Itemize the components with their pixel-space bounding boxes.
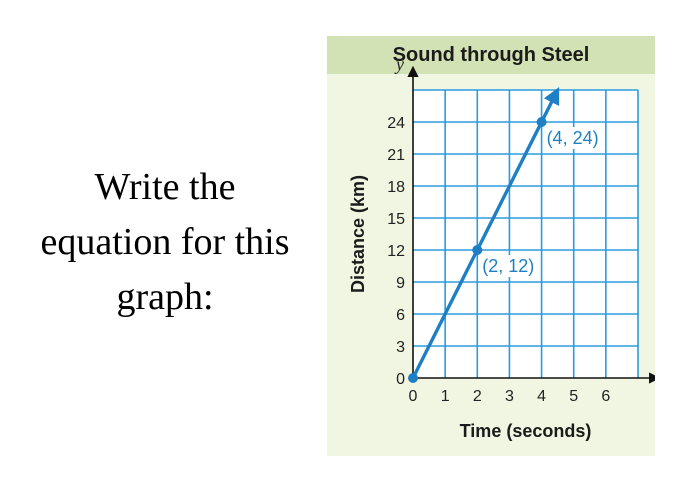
x-tick-label: 2 (473, 388, 482, 405)
x-tick-label: 6 (601, 388, 610, 405)
y-axis-variable: y (394, 54, 404, 74)
data-point-label-background (480, 255, 537, 277)
chart-title: Sound through Steel (392, 44, 590, 66)
y-axis-title: Distance (km) (348, 175, 368, 293)
question-line-2: equation for this (40, 221, 290, 263)
data-point (472, 245, 483, 255)
x-tick-label: 3 (505, 388, 514, 405)
data-point (408, 373, 418, 383)
y-tick-label: 9 (396, 275, 405, 292)
x-tick-label: 1 (441, 388, 450, 405)
y-tick-label: 12 (387, 243, 405, 260)
y-tick-label: 21 (387, 147, 405, 164)
chart-title-bar (327, 36, 655, 74)
x-axis-title: Time (seconds) (460, 421, 592, 441)
question-text: Write the equation for this graph: (0, 160, 330, 325)
x-tick-label: 5 (569, 388, 578, 405)
question-line-3: graph: (116, 276, 214, 318)
y-tick-label: 3 (396, 339, 405, 356)
y-tick-label: 6 (396, 307, 405, 324)
x-tick-label: 0 (409, 388, 418, 405)
y-tick-label: 18 (387, 179, 405, 196)
question-line-1: Write the (94, 166, 236, 208)
y-tick-label: 15 (387, 211, 405, 228)
y-tick-label: 0 (396, 371, 405, 388)
x-tick-label: 4 (537, 388, 546, 405)
line-chart: xy012345603691215182124Time (seconds)Dis… (348, 54, 655, 441)
data-point-label: (4, 24) (547, 128, 599, 148)
data-point-label-background (544, 127, 601, 149)
data-point-label: (2, 12) (482, 256, 534, 276)
y-tick-label: 24 (387, 115, 405, 132)
series-line (411, 86, 560, 379)
plot-area (413, 90, 638, 378)
data-point (536, 117, 547, 127)
